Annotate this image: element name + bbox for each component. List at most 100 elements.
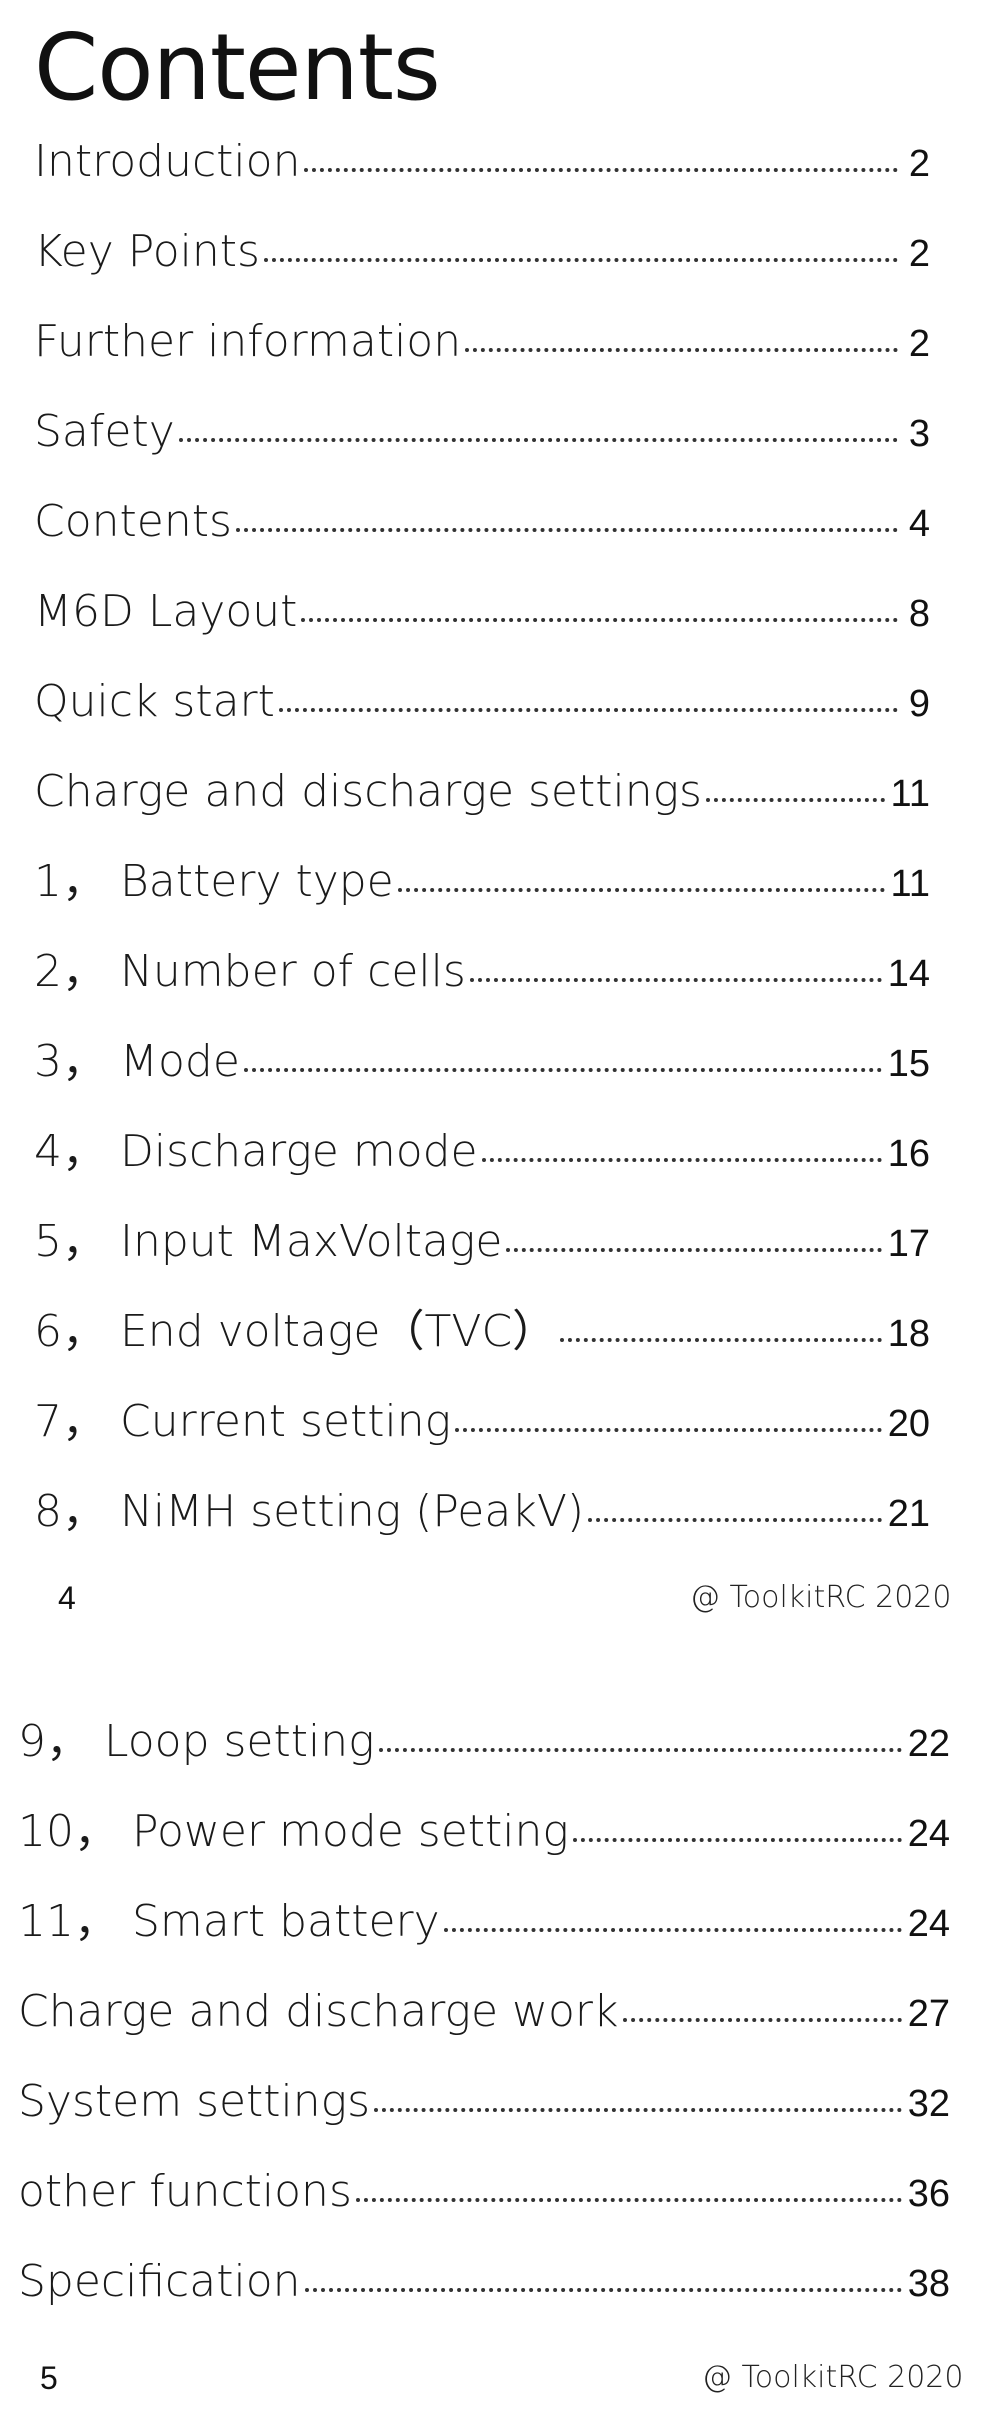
toc-entry-title: 9， Loop setting xyxy=(18,1720,375,1764)
toc-entry-power-mode-setting[interactable]: 10， Power mode setting 24 xyxy=(18,1810,950,1900)
toc-entry-title: Further information xyxy=(34,316,462,367)
toc-entry-label: Power mode setting xyxy=(132,1806,569,1857)
toc-entry-title: Specification xyxy=(18,2256,301,2307)
toc-entry-page: 2 xyxy=(908,143,930,185)
toc-entry-page: 11 xyxy=(890,863,930,905)
toc-entry-title: 11， Smart battery xyxy=(18,1900,440,1944)
toc-entry-title: 5， Input MaxVoltage xyxy=(34,1220,502,1264)
toc-dot-leader xyxy=(705,798,885,802)
toc-entry-mode[interactable]: 3， Mode 15 xyxy=(34,1040,930,1130)
toc-entry-number: 4， xyxy=(34,1126,106,1177)
toc-entry-label: Discharge mode xyxy=(120,1126,478,1177)
toc-entry-number: 1， xyxy=(34,856,106,907)
toc-entry-number-of-cells[interactable]: 2， Number of cells 14 xyxy=(34,950,930,1040)
toc-entry-title: M6D Layout xyxy=(34,586,298,637)
toc-entry-input-maxvoltage[interactable]: 5， Input MaxVoltage 17 xyxy=(34,1220,930,1310)
toc-entry-charge-discharge-settings[interactable]: Charge and discharge settings 11 xyxy=(34,770,930,860)
toc-dot-leader xyxy=(235,528,898,532)
toc-dot-leader xyxy=(560,1338,882,1342)
toc-entry-number: 10， xyxy=(18,1806,118,1857)
toc-entry-number: 6， xyxy=(34,1306,106,1357)
toc-dot-leader xyxy=(465,348,898,352)
toc-dot-leader xyxy=(572,1838,902,1842)
toc-entry-nimh-setting[interactable]: 8， NiMH setting (PeakV) 21 xyxy=(34,1490,930,1580)
toc-entry-page: 2 xyxy=(908,323,930,365)
toc-entry-page: 18 xyxy=(887,1313,930,1355)
toc-entry-introduction[interactable]: Introduction 2 xyxy=(34,140,930,230)
page-title: Contents xyxy=(34,14,441,121)
toc-entry-title: 4， Discharge mode xyxy=(34,1130,478,1174)
toc-entry-page: 14 xyxy=(887,953,930,995)
manual-page-5: 9， Loop setting 22 10， Power mode setting … xyxy=(0,1660,1000,2427)
toc-entry-end-voltage[interactable]: 6， End voltage（TVC） 18 xyxy=(34,1310,930,1400)
table-of-contents-continued: 9， Loop setting 22 10， Power mode setting … xyxy=(18,1720,950,2350)
toc-dot-leader xyxy=(481,1158,882,1162)
toc-dot-leader xyxy=(455,1428,882,1432)
toc-entry-title: Charge and discharge work xyxy=(18,1986,619,2037)
toc-entry-title: 8， NiMH setting (PeakV) xyxy=(34,1490,584,1534)
toc-entry-loop-setting[interactable]: 9， Loop setting 22 xyxy=(18,1720,950,1810)
toc-entry-system-settings[interactable]: System settings 32 xyxy=(18,2080,950,2170)
toc-dot-leader xyxy=(304,2288,902,2292)
toc-entry-title: 7， Current setting xyxy=(34,1400,451,1444)
toc-entry-label: Mode xyxy=(120,1036,240,1087)
toc-entry-further-information[interactable]: Further information 2 xyxy=(34,320,930,410)
toc-entry-discharge-mode[interactable]: 4， Discharge mode 16 xyxy=(34,1130,930,1220)
toc-dot-leader xyxy=(374,2108,902,2112)
toc-entry-title: 10， Power mode setting xyxy=(18,1810,569,1854)
toc-entry-other-functions[interactable]: other functions 36 xyxy=(18,2170,950,2260)
toc-entry-page: 32 xyxy=(907,2083,950,2125)
page-number: 4 xyxy=(58,1580,76,1616)
page-number: 5 xyxy=(40,2360,58,2396)
toc-entry-title: other functions xyxy=(18,2166,352,2217)
toc-entry-quick-start[interactable]: Quick start 9 xyxy=(34,680,930,770)
toc-entry-label: Battery type xyxy=(120,856,394,907)
toc-entry-specification[interactable]: Specification 38 xyxy=(18,2260,950,2350)
toc-entry-number: 7， xyxy=(34,1396,106,1447)
toc-entry-key-points[interactable]: Key Points 2 xyxy=(34,230,930,320)
toc-entry-title: Contents xyxy=(34,496,232,547)
toc-dot-leader xyxy=(506,1248,882,1252)
toc-entry-title: 2， Number of cells xyxy=(34,950,466,994)
toc-entry-title: 3， Mode xyxy=(34,1040,240,1084)
toc-entry-page: 24 xyxy=(907,1903,950,1945)
toc-entry-page: 27 xyxy=(907,1993,950,2035)
toc-entry-page: 16 xyxy=(887,1133,930,1175)
toc-dot-leader xyxy=(588,1518,882,1522)
toc-entry-number: 11， xyxy=(18,1896,118,1947)
manual-page-4: Contents Introduction 2 Key Points 2 Fur… xyxy=(34,14,951,1617)
toc-entry-page: 15 xyxy=(887,1043,930,1085)
toc-entry-page: 8 xyxy=(908,593,930,635)
toc-dot-leader xyxy=(263,258,898,262)
toc-entry-page: 3 xyxy=(908,413,930,455)
toc-dot-leader xyxy=(243,1068,882,1072)
toc-entry-title: Safety xyxy=(34,406,175,457)
toc-entry-number: 9， xyxy=(18,1716,90,1767)
toc-dot-leader xyxy=(304,168,898,172)
toc-entry-m6d-layout[interactable]: M6D Layout 8 xyxy=(34,590,930,680)
toc-entry-title: 1， Battery type xyxy=(34,860,394,904)
toc-entry-number: 5， xyxy=(34,1216,106,1267)
toc-entry-label: Smart battery xyxy=(132,1896,440,1947)
toc-entry-contents[interactable]: Contents 4 xyxy=(34,500,930,590)
toc-entry-number: 3， xyxy=(34,1036,106,1087)
toc-entry-smart-battery[interactable]: 11， Smart battery 24 xyxy=(18,1900,950,1990)
toc-entry-title: Charge and discharge settings xyxy=(34,766,702,817)
toc-entry-label: Current setting xyxy=(120,1396,452,1447)
toc-entry-current-setting[interactable]: 7， Current setting 20 xyxy=(34,1400,930,1490)
toc-entry-page: 4 xyxy=(908,503,930,545)
toc-entry-title: System settings xyxy=(18,2076,370,2127)
toc-dot-leader xyxy=(622,2018,902,2022)
toc-entry-charge-discharge-work[interactable]: Charge and discharge work 27 xyxy=(18,1990,950,2080)
toc-dot-leader xyxy=(397,888,885,892)
toc-dot-leader xyxy=(469,978,882,982)
toc-entry-page: 17 xyxy=(887,1223,930,1265)
toc-entry-page: 21 xyxy=(887,1493,930,1535)
toc-dot-leader xyxy=(378,1748,902,1752)
toc-entry-label: Input MaxVoltage xyxy=(120,1216,503,1267)
toc-entry-safety[interactable]: Safety 3 xyxy=(34,410,930,500)
toc-entry-battery-type[interactable]: 1， Battery type 11 xyxy=(34,860,930,950)
toc-entry-page: 20 xyxy=(887,1403,930,1445)
toc-dot-leader xyxy=(355,2198,902,2202)
toc-entry-page: 2 xyxy=(908,233,930,275)
